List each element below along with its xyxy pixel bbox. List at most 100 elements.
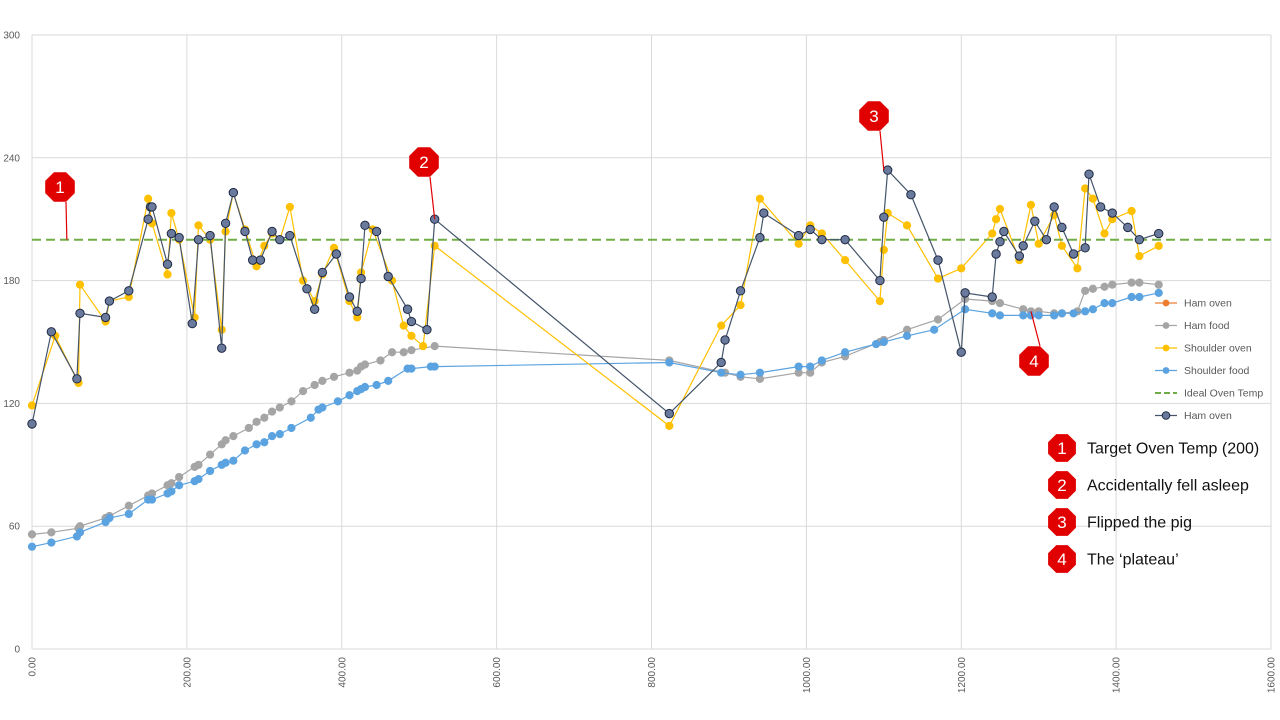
- legend-item: Ham food: [1155, 320, 1230, 332]
- data-point: [187, 318, 197, 329]
- y-tick-label: 180: [3, 276, 20, 287]
- series-3: [27, 288, 1163, 551]
- data-point: [430, 362, 439, 371]
- data-point: [194, 221, 203, 230]
- data-point: [995, 299, 1005, 308]
- data-point: [221, 458, 230, 467]
- data-point: [275, 234, 285, 245]
- data-point: [1095, 202, 1106, 212]
- data-point: [376, 356, 385, 365]
- data-point: [27, 530, 37, 539]
- legend-item: Ideal Oven Temp: [1155, 388, 1263, 400]
- data-point: [1135, 278, 1144, 287]
- y-tick-label: 60: [9, 522, 21, 533]
- data-point: [817, 356, 826, 365]
- x-tick-label: 600.00: [492, 657, 503, 688]
- callout-3: 3: [859, 101, 889, 171]
- data-point: [1127, 278, 1136, 287]
- data-point: [879, 212, 889, 222]
- y-tick-label: 240: [3, 153, 20, 164]
- data-point: [879, 337, 888, 347]
- data-point: [991, 215, 1001, 224]
- data-point: [285, 202, 294, 212]
- data-point: [665, 358, 674, 367]
- data-point: [318, 403, 327, 412]
- data-point: [217, 343, 227, 353]
- note-badge: [1048, 434, 1076, 462]
- data-point: [124, 501, 133, 510]
- data-point: [956, 347, 966, 357]
- note-number: 1: [1057, 439, 1066, 458]
- legend-label: Shoulder oven: [1184, 343, 1252, 355]
- data-point: [1100, 299, 1109, 308]
- data-point: [871, 339, 881, 349]
- data-point: [344, 292, 355, 302]
- data-point: [1088, 305, 1097, 314]
- data-point: [933, 274, 943, 283]
- note-number: 4: [1057, 550, 1066, 569]
- data-point: [1088, 194, 1097, 203]
- data-point: [902, 331, 912, 340]
- legend-marker: [1162, 299, 1170, 307]
- data-point: [229, 432, 238, 441]
- data-point: [664, 408, 675, 419]
- callout-number: 1: [55, 178, 64, 197]
- callout-1: 1: [45, 172, 75, 240]
- data-point: [175, 481, 184, 490]
- data-point: [144, 194, 153, 203]
- y-tick-label: 0: [14, 645, 20, 656]
- data-point: [1108, 280, 1117, 289]
- data-point: [988, 229, 997, 238]
- data-point: [240, 446, 250, 455]
- data-point: [27, 419, 37, 429]
- data-point: [331, 249, 342, 259]
- note-2: 2 Accidentally fell asleep: [1048, 471, 1249, 499]
- data-point: [46, 327, 57, 337]
- axis-tick-labels: 0 60 120 180 240 300 0.00 200.00 400.00 600.00 800…: [3, 31, 1277, 694]
- data-point: [991, 249, 1001, 259]
- data-point: [356, 273, 366, 284]
- note-text: Accidentally fell asleep: [1087, 478, 1249, 495]
- data-point: [406, 316, 417, 327]
- data-point: [933, 255, 943, 265]
- data-point: [345, 391, 354, 400]
- data-point: [933, 315, 943, 324]
- data-point: [1019, 311, 1028, 320]
- data-point: [1018, 241, 1028, 251]
- data-point: [717, 368, 726, 377]
- data-point: [1134, 234, 1145, 245]
- data-point: [988, 309, 997, 318]
- data-point: [875, 275, 885, 286]
- x-tick-label: 1600.00: [1267, 657, 1278, 694]
- data-point: [817, 234, 827, 245]
- data-point: [329, 372, 339, 381]
- data-point: [205, 230, 215, 241]
- data-point: [47, 528, 56, 537]
- annotation-notes: 1 Target Oven Temp (200) 2 Accidentally fel…: [1048, 434, 1259, 573]
- note-badge: [1048, 545, 1076, 573]
- data-point: [1034, 239, 1043, 248]
- data-point: [1069, 309, 1078, 318]
- data-point: [240, 226, 250, 237]
- data-point: [333, 397, 342, 406]
- legend: Ham oven Ham food Shoulder oven Shoulder fo…: [1155, 298, 1263, 422]
- data-point: [736, 301, 745, 310]
- data-point: [1057, 309, 1067, 318]
- callout-number: 3: [869, 107, 878, 126]
- data-point: [27, 542, 37, 551]
- data-point: [1088, 284, 1097, 293]
- callout-leader: [65, 201, 68, 240]
- data-point: [1135, 292, 1144, 302]
- data-point: [407, 346, 416, 355]
- data-point: [1081, 184, 1090, 193]
- data-point: [124, 509, 133, 519]
- callout-2: 2: [409, 147, 439, 220]
- legend-label: Ham oven: [1184, 410, 1232, 422]
- data-point: [267, 432, 277, 441]
- data-point: [875, 296, 885, 306]
- x-tick-label: 1400.00: [1112, 657, 1123, 694]
- data-point: [794, 362, 803, 371]
- data-point: [194, 475, 203, 484]
- data-point: [260, 438, 269, 447]
